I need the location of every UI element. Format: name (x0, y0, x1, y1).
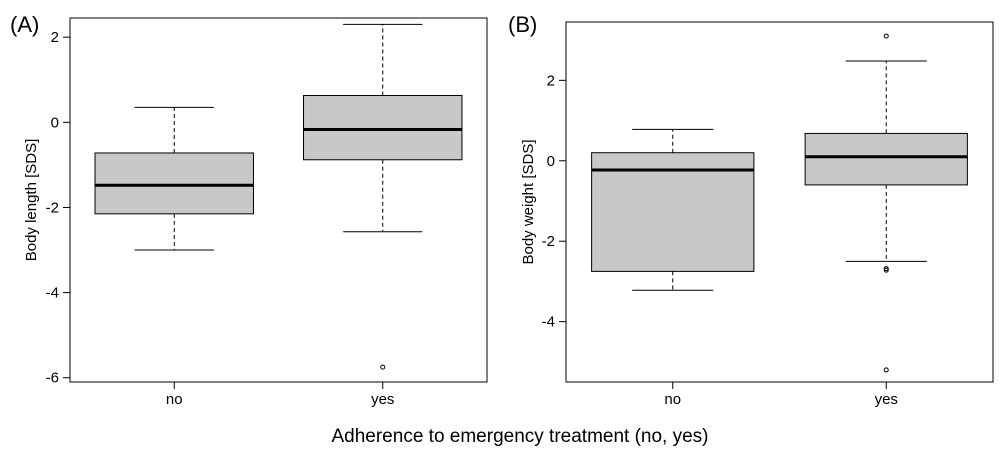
box-no (591, 128, 755, 291)
box-iqr (303, 94, 463, 161)
box-iqr (94, 152, 254, 215)
plot-frame (565, 21, 994, 383)
shared-x-axis-label: Adherence to emergency treatment (no, ye… (331, 426, 708, 447)
y-tick-label: -4 (46, 285, 59, 302)
box-no (94, 106, 254, 251)
y-tick-label: -4 (542, 314, 555, 331)
outlier-point (883, 267, 889, 273)
panel-label: (B) (508, 12, 537, 37)
y-tick-label: 0 (51, 114, 59, 131)
box-yes (804, 33, 968, 373)
panel-b: (B) -4 -2 0 2 Body weight [SDS] no yes (508, 12, 994, 408)
y-tick-label: 2 (51, 29, 59, 46)
y-axis-label: Body weight [SDS] (520, 139, 537, 264)
y-tick-label: 2 (547, 72, 555, 89)
box-yes (303, 23, 463, 370)
panel-a: (A) -6 -4 -2 0 2 Body length [SDS] no yes (10, 12, 488, 408)
panel-label: (A) (10, 12, 39, 37)
outlier-point (883, 266, 889, 272)
box-iqr (591, 152, 755, 272)
x-tick-label: no (664, 391, 681, 408)
plot-frame (69, 17, 488, 383)
y-tick-label: -2 (542, 233, 555, 250)
box-iqr (804, 132, 968, 186)
y-tick-label: -2 (46, 199, 59, 216)
x-tick-label: yes (371, 391, 394, 408)
outlier-point (883, 33, 889, 39)
outlier-point (380, 364, 386, 370)
outlier-point (883, 367, 889, 373)
x-tick-label: no (166, 391, 183, 408)
x-tick-label: yes (875, 391, 898, 408)
y-tick-label: 0 (547, 153, 555, 170)
y-axis-label: Body length [SDS] (23, 139, 40, 262)
y-tick-label: -6 (46, 370, 59, 387)
